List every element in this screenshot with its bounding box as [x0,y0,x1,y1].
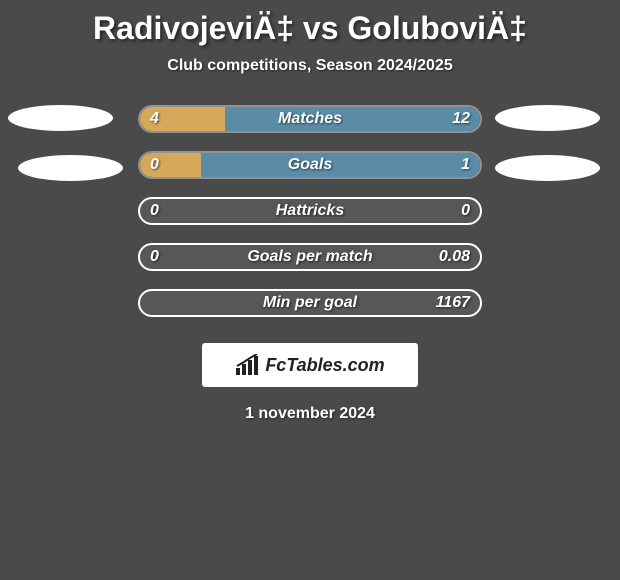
stat-row: 412Matches [0,105,620,151]
title: RadivojeviÄ‡ vs GoluboviÄ‡ [0,10,620,47]
stat-bar: 1167Min per goal [138,289,482,317]
left-team-marker [8,105,113,131]
right-team-marker [495,155,600,181]
stat-label: Hattricks [140,199,480,223]
stat-bar: 00.08Goals per match [138,243,482,271]
branding-text: FcTables.com [265,355,384,376]
stat-row: 01Goals [0,151,620,197]
stats-container: 412Matches 01Goals 00Hattricks 00.08Goals p… [0,105,620,335]
stat-label: Matches [140,107,480,131]
stat-label: Goals [140,153,480,177]
stat-row: 1167Min per goal [0,289,620,335]
stat-label: Goals per match [140,245,480,269]
chart-icon [235,354,261,376]
stat-bar: 01Goals [138,151,482,179]
subtitle: Club competitions, Season 2024/2025 [0,57,620,75]
stat-bar: 412Matches [138,105,482,133]
date: 1 november 2024 [0,405,620,423]
stat-row: 00.08Goals per match [0,243,620,289]
comparison-infographic: RadivojeviÄ‡ vs GoluboviÄ‡ Club competit… [0,0,620,433]
stat-row: 00Hattricks [0,197,620,243]
left-team-marker [18,155,123,181]
right-team-marker [495,105,600,131]
branding-badge: FcTables.com [202,343,418,387]
stat-bar: 00Hattricks [138,197,482,225]
stat-label: Min per goal [140,291,480,315]
